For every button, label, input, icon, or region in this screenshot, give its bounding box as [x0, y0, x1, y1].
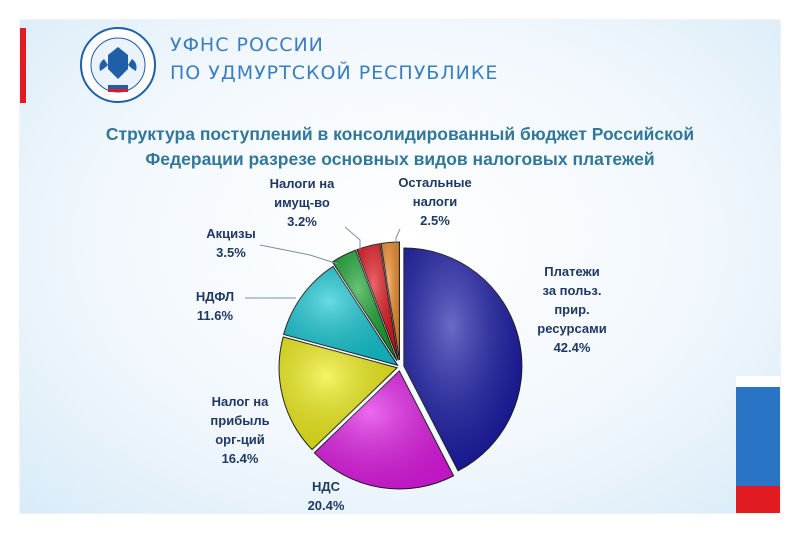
pie-slice-shading-1: [403, 248, 522, 471]
slice-label-5: Акцизы 3.5%: [206, 226, 255, 260]
leader-line-4: [395, 228, 401, 247]
leader-line-3: [344, 226, 361, 250]
slice-label-6: Налоги на имущ-во 3.2%: [270, 176, 336, 229]
org-name-line1: УФНС РОССИИ: [170, 34, 324, 56]
slide: УФНС РОССИИ ПО УДМУРТСКОЙ РЕСПУБЛИКЕ Стр…: [20, 20, 780, 513]
left-red-accent-bar: [20, 28, 26, 103]
fns-emblem-icon: [80, 27, 156, 103]
slice-label-2: НДС 20.4%: [308, 479, 345, 513]
pie-chart: Платежи за польз. прир. ресурсами 42.4% НДС 20…: [196, 175, 607, 513]
slice-label-7: Остальные налоги 2.5%: [398, 175, 471, 228]
leader-line-2: [259, 244, 339, 265]
slice-label-1: Платежи за польз. прир. ресурсами 42.4%: [537, 264, 606, 355]
pie-slice-shading-5: [332, 250, 397, 361]
chart-title-line1: Структура поступлений в консолидированны…: [105, 124, 695, 144]
chart-title-line2: Федерации разрезе основных видов налогов…: [145, 149, 655, 169]
slice-label-3: Налог на прибыль орг-ций 16.4%: [210, 394, 269, 466]
russian-flag-stripes: [736, 376, 780, 513]
pie-slice-shading-2: [314, 370, 454, 489]
org-name-line2: ПО УДМУРТСКОЙ РЕСПУБЛИКЕ: [170, 62, 499, 84]
slice-label-4: НДФЛ 11.6%: [196, 289, 234, 323]
pie-slice-shading-3: [279, 336, 398, 450]
pie-slice-shading-7: [380, 242, 400, 361]
pie-slice-shading-4: [283, 266, 398, 366]
pie-slice-shading-6: [356, 243, 399, 361]
